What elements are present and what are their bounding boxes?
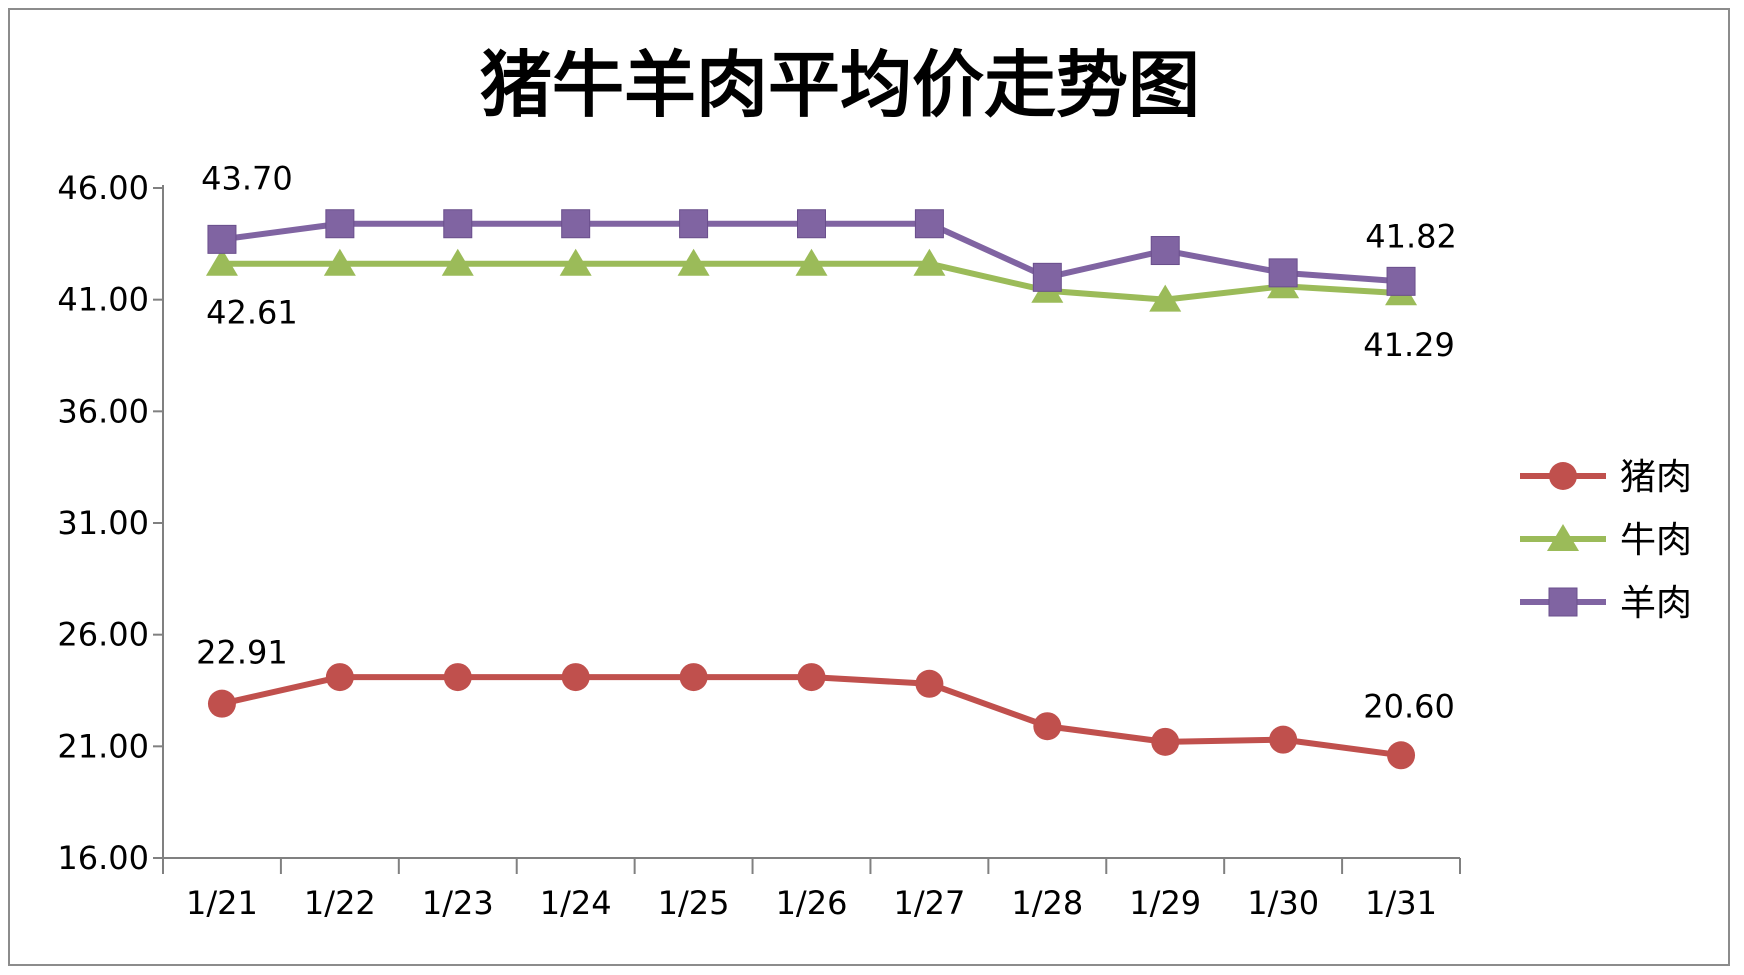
data-point [913, 248, 946, 276]
x-tick-label: 1/29 [1129, 884, 1201, 922]
data-label: 22.91 [196, 634, 288, 672]
legend-marker [1549, 462, 1577, 490]
y-tick-label: 41.00 [57, 281, 149, 319]
data-label: 41.29 [1363, 326, 1455, 364]
data-point [207, 224, 237, 254]
legend-label: 羊肉 [1620, 583, 1692, 624]
data-point [1386, 266, 1416, 296]
axes: 16.00 21.00 26.00 31.00 36.00 41.00 46.00 1/21 1… [57, 169, 1461, 922]
data-point [1150, 236, 1180, 266]
y-tick-label: 21.00 [57, 727, 149, 765]
data-point [1269, 725, 1298, 754]
data-point [795, 248, 828, 276]
data-point [1268, 258, 1298, 288]
data-point [561, 209, 591, 239]
y-tick-label: 46.00 [57, 169, 149, 207]
legend-item-0: 猪肉 [1520, 457, 1692, 498]
data-point [1151, 727, 1180, 756]
data-point [561, 663, 590, 692]
legend-label: 牛肉 [1620, 520, 1692, 561]
data-point [325, 209, 355, 239]
legend-item-2: 羊肉 [1520, 583, 1692, 624]
data-point [797, 209, 826, 239]
data-point [1149, 284, 1182, 312]
legend-marker [1548, 587, 1578, 617]
chart-title: 猪牛羊肉平均价走势图 [480, 42, 1200, 127]
y-tick-label: 16.00 [57, 839, 149, 877]
x-tick-label: 1/28 [1011, 884, 1083, 922]
data-point [205, 248, 238, 276]
x-tick-label: 1/22 [304, 884, 376, 922]
data-labels: 22.91 20.60 42.61 41.29 43.70 41.82 [196, 159, 1457, 725]
data-point [1033, 712, 1062, 741]
x-tick-label: 1/27 [893, 884, 965, 922]
data-point [441, 248, 474, 276]
data-point [1387, 741, 1416, 770]
y-tick-label: 31.00 [57, 504, 149, 542]
x-tick-label: 1/23 [422, 884, 494, 922]
series-layer [205, 209, 1418, 770]
x-tick-label: 1/21 [186, 884, 258, 922]
legend-item-1: 牛肉 [1520, 520, 1692, 561]
data-point [679, 663, 708, 692]
x-tick-label: 1/30 [1247, 884, 1319, 922]
series-0 [207, 663, 1416, 770]
y-tick-label: 26.00 [57, 616, 149, 654]
data-point [443, 663, 472, 692]
data-point [1032, 262, 1062, 292]
x-tick-label: 1/25 [658, 884, 730, 922]
data-point [207, 689, 236, 718]
y-tick-label: 36.00 [57, 392, 149, 430]
data-point [559, 248, 592, 276]
x-tick-label: 1/26 [776, 884, 848, 922]
data-label: 41.82 [1365, 217, 1457, 255]
data-point [443, 209, 473, 239]
data-point [677, 248, 710, 276]
x-tick-label: 1/31 [1365, 884, 1437, 922]
data-point [323, 248, 356, 276]
data-label: 20.60 [1363, 687, 1455, 725]
data-point [797, 663, 826, 692]
data-label: 42.61 [206, 294, 298, 332]
chart-frame [8, 8, 1730, 966]
series-2 [207, 209, 1416, 296]
data-label: 43.70 [201, 159, 293, 197]
series-1 [205, 248, 1418, 312]
legend-label: 猪肉 [1620, 457, 1692, 498]
data-point [914, 209, 944, 239]
data-point [679, 209, 709, 239]
x-tick-label: 1/24 [540, 884, 612, 922]
legend-marker [1547, 524, 1579, 551]
data-point [325, 663, 354, 692]
data-point [915, 669, 944, 698]
